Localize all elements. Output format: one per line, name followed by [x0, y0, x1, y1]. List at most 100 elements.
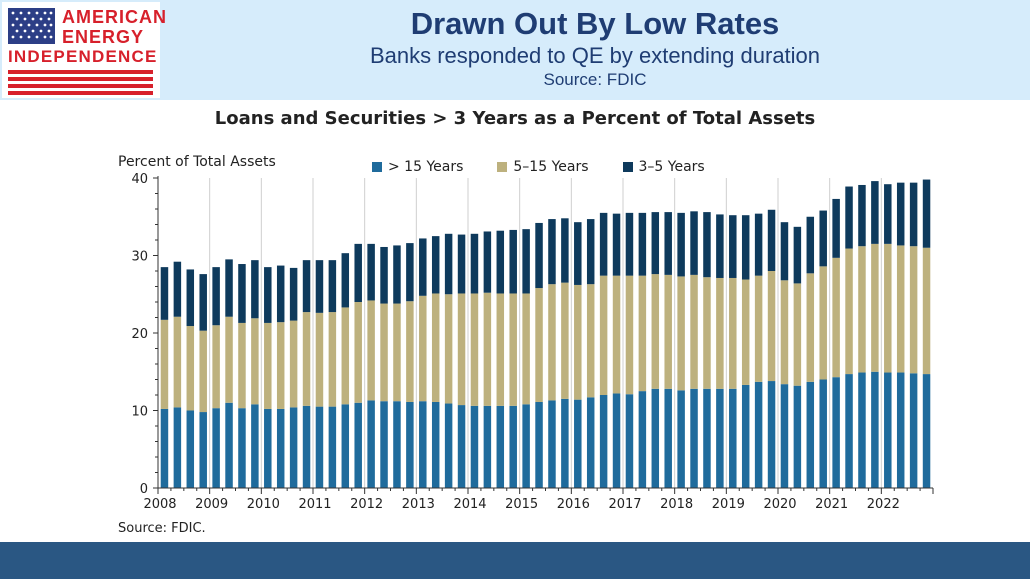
bar-segment-series-0 — [212, 408, 220, 488]
bar-segment-series-1 — [470, 293, 479, 406]
y-tick-label: 30 — [131, 250, 148, 265]
bar-segment-series-0 — [845, 374, 853, 488]
bar-segment-series-0 — [638, 391, 647, 488]
page-title: Drawn Out By Low Rates — [410, 6, 780, 41]
bar-segment-series-2 — [574, 222, 582, 285]
bar-segment-series-0 — [199, 412, 207, 488]
bar-segment-series-1 — [599, 275, 608, 395]
footer-bar — [0, 542, 1030, 579]
y-axis-label: Percent of Total Assets — [118, 154, 276, 170]
bar-segment-series-0 — [444, 403, 453, 488]
bar-segment-series-1 — [419, 295, 427, 402]
bar-segment-series-2 — [612, 213, 621, 276]
bar-segment-series-1 — [586, 284, 595, 398]
us-flag-icon — [8, 8, 55, 44]
bar-segment-series-1 — [276, 322, 285, 409]
x-tick-label: 2014 — [453, 497, 486, 512]
bar-segment-series-1 — [716, 277, 724, 389]
x-tick-label: 2008 — [143, 497, 176, 512]
bar-segment-series-2 — [431, 236, 440, 294]
bar-segment-series-2 — [754, 213, 763, 276]
bar-segment-series-2 — [819, 210, 827, 267]
bar-segment-series-1 — [315, 312, 324, 407]
bar-segment-series-1 — [677, 276, 685, 391]
header-source: Source: FDIC — [543, 70, 647, 89]
legend-item-gt15: > 15 Years — [372, 159, 463, 175]
bar-segment-series-2 — [406, 243, 414, 302]
bar-segment-series-1 — [483, 292, 492, 406]
bar-segment-series-1 — [302, 312, 311, 406]
bar-segment-series-2 — [599, 212, 608, 276]
bar-segment-series-1 — [393, 303, 401, 402]
x-tick-label: 2012 — [350, 497, 383, 512]
bar-segment-series-1 — [780, 280, 789, 385]
x-tick-label: 2015 — [505, 497, 538, 512]
bar-segment-series-2 — [483, 231, 492, 293]
bar-segment-series-2 — [703, 212, 711, 278]
legend-swatch-3-5 — [622, 162, 633, 172]
bar-segment-series-0 — [871, 371, 879, 488]
bar-segment-series-0 — [561, 398, 569, 488]
bar-segment-series-2 — [160, 267, 169, 320]
bar-segment-series-0 — [354, 402, 362, 488]
bar-segment-series-1 — [871, 243, 879, 372]
bar-segment-series-0 — [483, 405, 492, 488]
bar-segment-series-1 — [884, 243, 892, 373]
bar-segment-series-2 — [561, 218, 569, 283]
bar-segment-series-2 — [677, 212, 685, 277]
bar-segment-series-2 — [845, 186, 853, 249]
bar-segment-series-0 — [793, 385, 802, 488]
bar-segment-series-0 — [716, 388, 724, 488]
bar-segment-series-2 — [354, 243, 362, 302]
bar-segment-series-0 — [729, 388, 737, 488]
bar-segment-series-2 — [741, 215, 750, 280]
bar-segment-series-1 — [186, 326, 195, 411]
bar-segment-series-0 — [612, 393, 621, 488]
bar-segment-series-0 — [160, 408, 169, 488]
legend-item-3-5: 3–5 Years — [622, 159, 705, 175]
bar-segment-series-1 — [561, 282, 569, 399]
legend-swatch-gt15 — [372, 162, 382, 172]
bar-segment-series-0 — [328, 406, 337, 488]
bar-segment-series-1 — [729, 277, 737, 389]
bar-segment-series-2 — [225, 259, 233, 317]
bar-segment-series-2 — [625, 212, 634, 276]
bar-segment-series-2 — [419, 238, 427, 296]
bar-segment-series-2 — [393, 245, 401, 304]
x-tick-label: 2009 — [195, 497, 228, 512]
bar-segment-series-2 — [173, 261, 182, 317]
y-tick-label: 10 — [131, 405, 148, 420]
bar-segment-series-0 — [289, 407, 298, 488]
bar-segment-series-1 — [251, 318, 259, 405]
bar-segment-series-0 — [522, 404, 530, 488]
bar-segment-series-2 — [367, 243, 375, 301]
bar-segment-series-2 — [548, 219, 556, 285]
chart-source-note: Source: FDIC. — [118, 521, 206, 536]
bar-segment-series-1 — [173, 316, 182, 408]
bar-segment-series-0 — [393, 401, 401, 488]
bar-segment-series-2 — [457, 234, 466, 294]
bar-segment-series-1 — [767, 271, 776, 382]
bar-segment-series-1 — [741, 279, 750, 385]
bar-segment-series-2 — [806, 216, 815, 274]
bar-segment-series-1 — [238, 322, 246, 409]
bar-segment-series-0 — [186, 410, 195, 488]
legend-label-gt15: > 15 Years — [388, 159, 464, 175]
bar-segment-series-0 — [599, 395, 608, 488]
bar-segment-series-1 — [651, 274, 660, 389]
bar-segment-series-2 — [780, 222, 789, 281]
bar-segment-series-1 — [845, 248, 853, 375]
bar-segment-series-0 — [406, 401, 414, 488]
bar-segment-series-0 — [703, 388, 711, 488]
bar-segment-series-0 — [832, 377, 840, 488]
bar-segment-series-0 — [276, 408, 285, 488]
bar-segment-series-2 — [767, 209, 776, 271]
bar-segment-series-0 — [496, 405, 505, 488]
bar-segment-series-1 — [638, 275, 647, 392]
bar-segment-series-0 — [302, 405, 311, 488]
bar-segment-series-2 — [328, 260, 337, 313]
bar-segment-series-2 — [832, 198, 840, 258]
bar-segment-series-1 — [522, 293, 530, 405]
bar-segment-series-0 — [457, 405, 466, 488]
bar-segment-series-2 — [251, 260, 259, 319]
